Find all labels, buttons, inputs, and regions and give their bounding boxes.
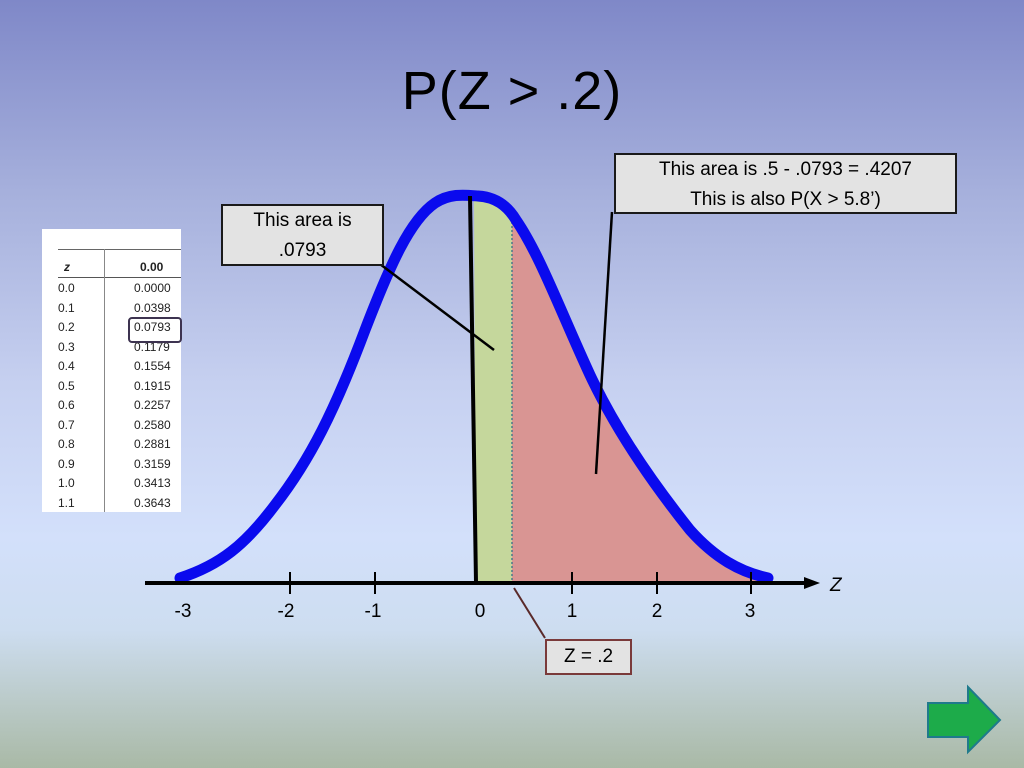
value-cell: 0.3413 xyxy=(134,476,171,490)
z-table-header-rule xyxy=(58,277,181,278)
z-table-header-z: z xyxy=(64,260,70,274)
tick-label-1: 1 xyxy=(567,601,578,622)
z-cell: 0.2 xyxy=(58,320,75,334)
table-row: 0.8 0.2881 xyxy=(42,437,181,456)
callout-area-4207: This area is .5 - .0793 = .4207 This is … xyxy=(614,153,957,214)
table-row: 0.3 0.1179 xyxy=(42,340,181,359)
callout-right-pointer xyxy=(594,211,614,475)
z-cell: 1.0 xyxy=(58,476,75,490)
value-cell: 0.2580 xyxy=(134,417,171,432)
z-cell: 1.1 xyxy=(58,495,75,510)
mean-line xyxy=(468,195,478,584)
callout-right-line2: This is also P(X > 5.8’) xyxy=(690,189,881,210)
value-cell: 0.0793 xyxy=(134,320,171,334)
value-cell: 0.2257 xyxy=(134,398,171,412)
value-cell: 0.3159 xyxy=(134,456,171,471)
table-row: 0.9 0.3159 xyxy=(42,457,181,476)
tick-label-neg1: -1 xyxy=(365,601,382,622)
z-table-column-divider xyxy=(104,249,105,512)
z-cell: 0.3 xyxy=(58,339,75,354)
table-row: 0.7 0.2580 xyxy=(42,418,181,437)
callout-left-pointer xyxy=(379,263,495,351)
z-axis-arrowhead xyxy=(804,577,820,589)
z-cell: 0.6 xyxy=(58,398,75,412)
tick-label-3: 3 xyxy=(745,601,756,622)
slide-title: P(Z > .2) xyxy=(401,61,623,121)
shaded-area-above-0.2 xyxy=(512,222,760,583)
callout-left-line1: This area is xyxy=(253,210,352,231)
z-cell: 0.9 xyxy=(58,456,75,471)
table-row: 0.4 0.1554 xyxy=(42,359,181,378)
z-table: z 0.00 0.0 0.0000 0.1 0.0398 0.2 0.0793 0.3… xyxy=(42,229,182,515)
table-row: 0.6 0.2257 xyxy=(42,398,181,417)
callout-z-marker: Z = .2 xyxy=(545,639,632,675)
normal-curve xyxy=(174,189,774,584)
next-slide-button[interactable] xyxy=(927,684,1002,755)
table-row: 0.0 0.0000 xyxy=(42,281,181,300)
z-cell: 0.5 xyxy=(58,378,75,393)
z-cell: 0.0 xyxy=(58,281,75,295)
callout-z-pointer xyxy=(513,587,546,639)
z-table-header-value: 0.00 xyxy=(140,260,164,274)
value-cell: 0.0000 xyxy=(134,281,171,295)
table-row: 0.5 0.1915 xyxy=(42,379,181,398)
value-cell: 0.3643 xyxy=(134,495,171,510)
highlighted-value-box xyxy=(128,317,182,343)
right-arrow-icon[interactable] xyxy=(927,684,1002,755)
table-row: 1.1 0.3643 xyxy=(42,496,181,515)
value-cell: 0.1554 xyxy=(134,359,171,373)
tick-label-2: 2 xyxy=(652,601,663,622)
tick-label-0: 0 xyxy=(475,601,486,622)
value-cell: 0.0398 xyxy=(134,300,171,315)
z-axis-label: Z xyxy=(829,575,843,596)
table-row-highlighted: 0.2 0.0793 xyxy=(42,320,181,339)
callout-area-0793: This area is .0793 xyxy=(221,204,384,266)
value-cell: 0.1179 xyxy=(134,339,170,354)
callout-right-line1: This area is .5 - .0793 = .4207 xyxy=(659,159,912,180)
z-cell: 0.7 xyxy=(58,417,75,432)
z-cell: 0.1 xyxy=(58,300,75,315)
z-cell: 0.8 xyxy=(58,437,75,451)
table-row: 1.0 0.3413 xyxy=(42,476,181,495)
z-cell: 0.4 xyxy=(58,359,75,373)
value-cell: 0.2881 xyxy=(134,437,171,451)
value-cell: 0.1915 xyxy=(134,378,171,393)
table-row: 0.1 0.0398 xyxy=(42,301,181,320)
tick-label-neg3: -3 xyxy=(175,601,192,622)
z-table-top-rule xyxy=(58,249,181,250)
shaded-area-0-to-0.2 xyxy=(474,199,512,583)
callout-left-line2: .0793 xyxy=(278,240,327,261)
tick-label-neg2: -2 xyxy=(278,601,295,622)
